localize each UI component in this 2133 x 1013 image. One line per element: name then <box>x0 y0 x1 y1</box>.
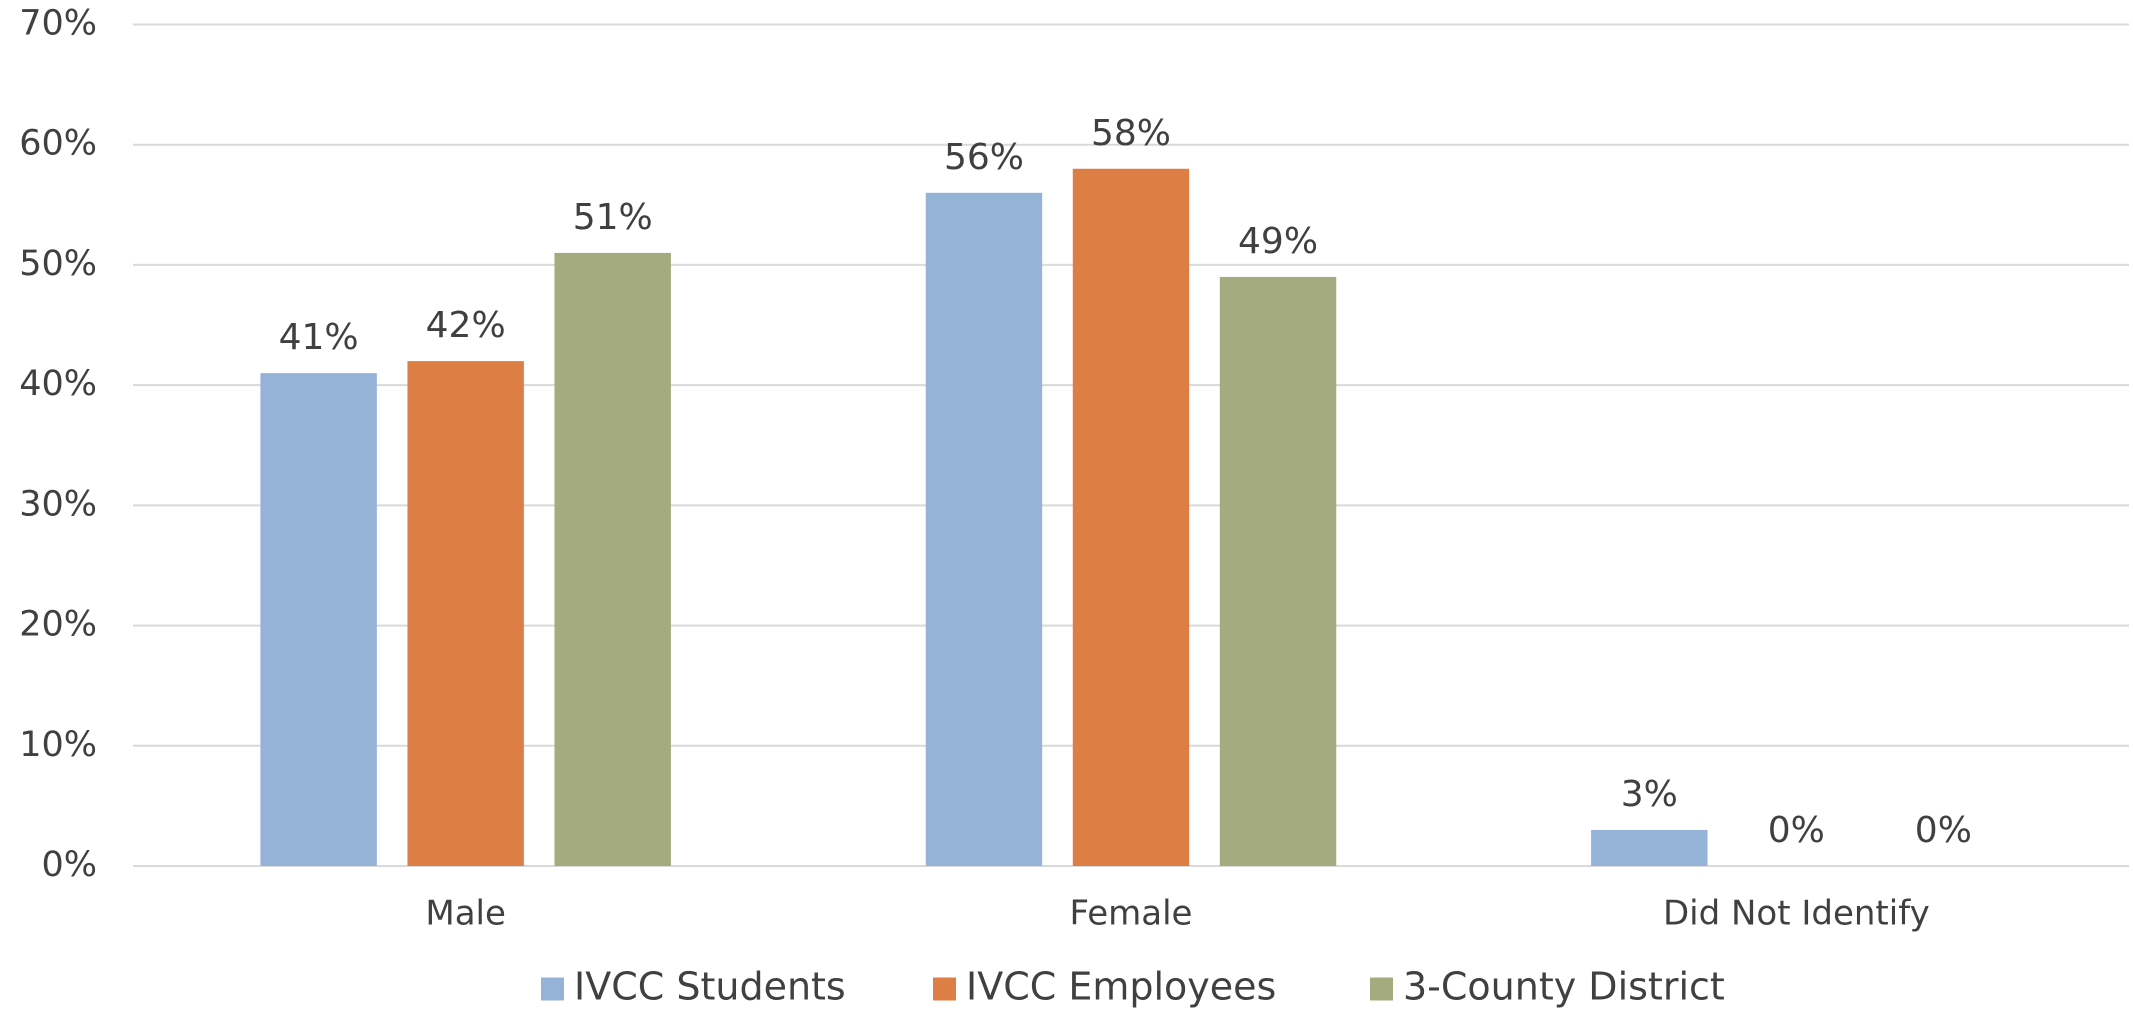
bar <box>925 192 1043 867</box>
value-label: 0% <box>1768 810 1825 851</box>
bar <box>1219 276 1337 866</box>
bar <box>1591 829 1708 866</box>
x-tick-label: Female <box>1070 894 1193 934</box>
legend-label: IVCC Students <box>574 965 846 1009</box>
legend-swatch <box>541 977 564 1001</box>
x-tick-label: Did Not Identify <box>1663 894 1930 934</box>
value-label: 0% <box>1915 810 1972 851</box>
y-tick-label: 20% <box>19 605 97 645</box>
value-label: 49% <box>1238 221 1318 262</box>
legend-swatch <box>933 977 956 1001</box>
value-label: 3% <box>1621 774 1678 815</box>
legend-label: IVCC Employees <box>966 965 1276 1009</box>
bar <box>260 373 377 866</box>
bar <box>407 361 524 866</box>
y-tick-label: 30% <box>19 484 97 524</box>
y-tick-label: 10% <box>19 725 97 765</box>
y-tick-label: 60% <box>19 124 97 164</box>
value-label: 58% <box>1091 113 1171 154</box>
bar <box>1072 168 1190 866</box>
y-tick-label: 0% <box>41 845 97 885</box>
value-label: 42% <box>426 305 506 346</box>
value-label: 56% <box>944 137 1024 178</box>
value-label: 41% <box>279 317 359 358</box>
bar <box>554 252 671 866</box>
x-tick-label: Male <box>425 894 506 934</box>
y-tick-label: 70% <box>19 4 97 44</box>
y-tick-label: 40% <box>19 364 97 404</box>
y-tick-label: 50% <box>19 244 97 284</box>
legend-label: 3-County District <box>1403 965 1725 1009</box>
legend-swatch <box>1370 977 1393 1001</box>
value-label: 51% <box>573 197 653 238</box>
